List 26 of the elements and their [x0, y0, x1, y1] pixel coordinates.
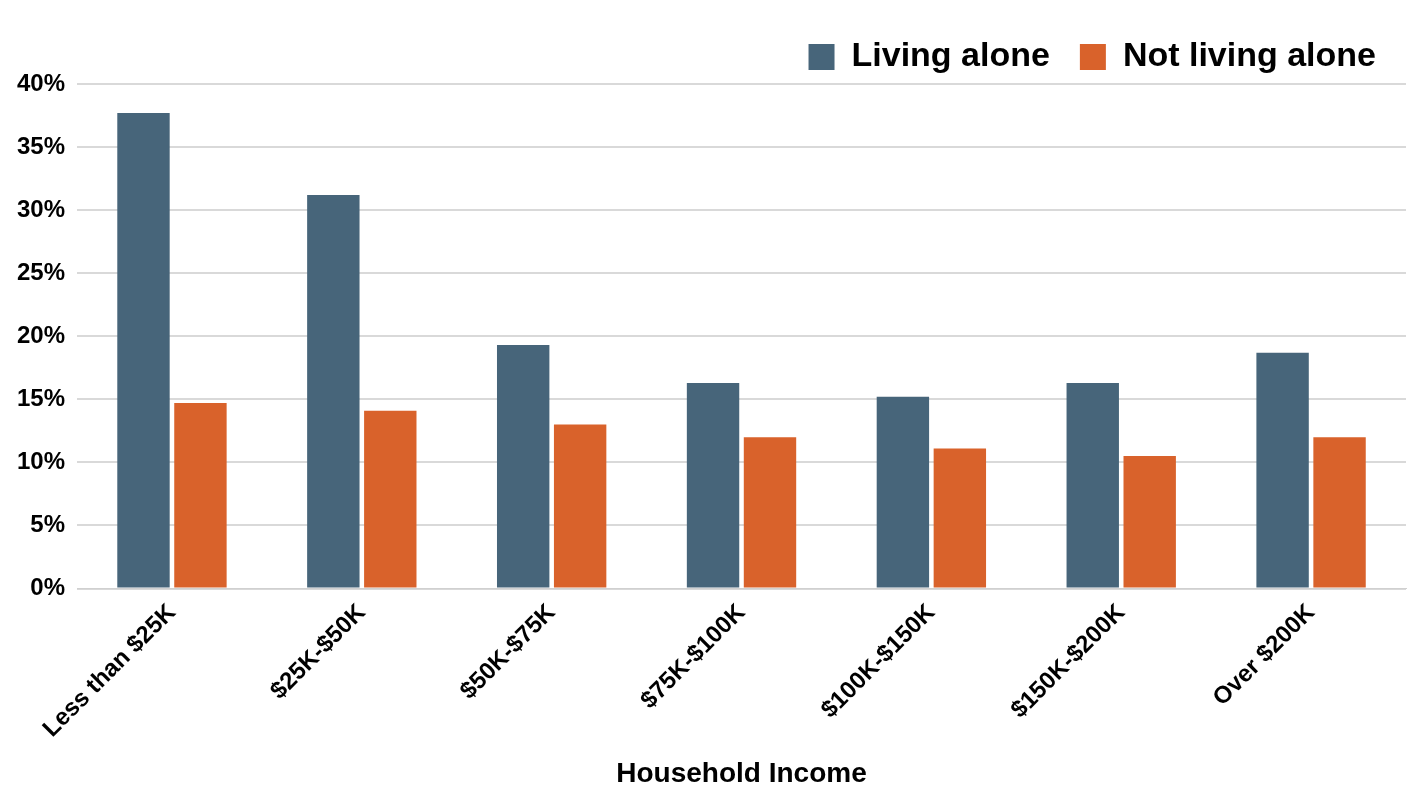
y-tick-label: 20% [16, 320, 66, 348]
bar [686, 382, 740, 588]
y-tick-label: 15% [16, 383, 66, 411]
bar [553, 424, 607, 588]
legend-label: Not living alone [1122, 35, 1376, 74]
legend-label: Living alone [851, 35, 1050, 74]
y-tick-label: 30% [16, 194, 66, 222]
bar [174, 403, 227, 588]
y-tick-label: 5% [30, 510, 66, 538]
bar [1313, 437, 1366, 588]
bar [743, 437, 797, 588]
bar [876, 396, 930, 588]
bar [364, 410, 417, 588]
bar [496, 345, 550, 588]
y-tick-label: 0% [30, 573, 66, 601]
y-tick-label: 10% [16, 447, 66, 475]
y-tick-label: 40% [16, 68, 66, 96]
bar [1256, 352, 1309, 588]
y-tick-label: 25% [16, 257, 66, 285]
bar [1066, 382, 1119, 588]
bar [1123, 456, 1176, 588]
bar [307, 195, 360, 588]
bar [933, 448, 987, 588]
bar [117, 113, 170, 588]
x-axis-title: Household Income [616, 756, 867, 788]
y-tick-label: 35% [16, 131, 66, 159]
